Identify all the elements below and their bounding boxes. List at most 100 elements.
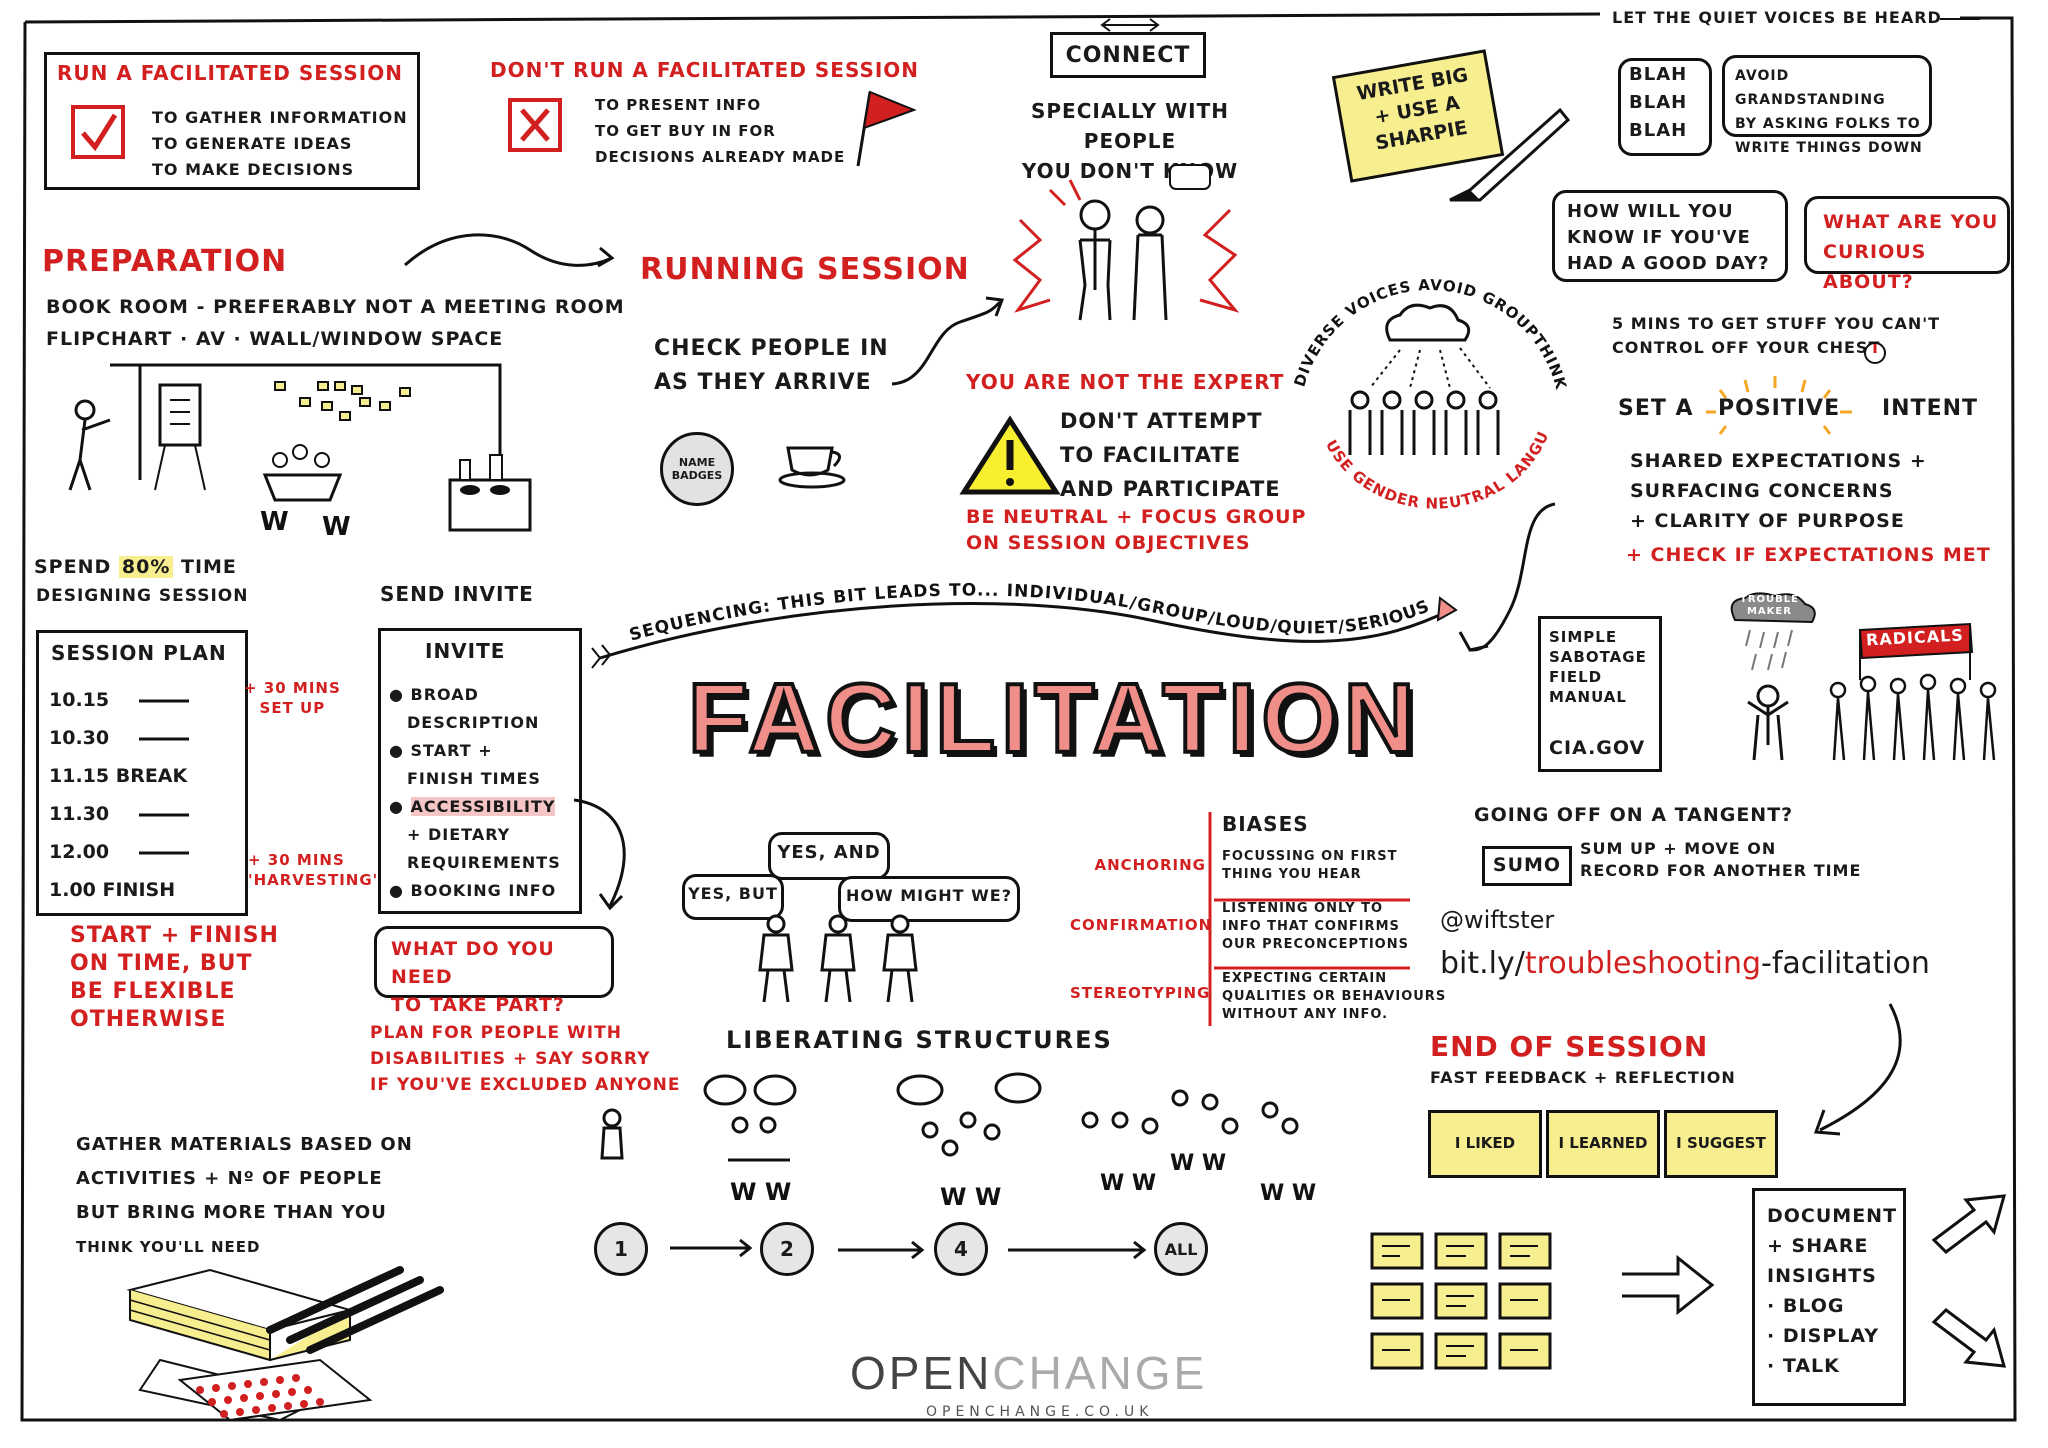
neutral-line: BE NEUTRAL + FOCUS GROUP	[966, 506, 1307, 528]
brand-change: CHANGE	[992, 1347, 1208, 1399]
warning-icon	[959, 415, 1061, 495]
three-people-icon	[758, 914, 918, 1003]
harvest-note-line: 'HARVESTING'	[248, 871, 379, 889]
invite-item: ● START +	[389, 741, 493, 760]
document-line: · BLOG	[1767, 1295, 1845, 1317]
avoid-text: WRITE THINGS DOWN	[1735, 140, 1923, 156]
two-people-meeting-icon	[1012, 164, 1240, 321]
accessibility-arrow-icon	[573, 798, 626, 911]
i-learned-text: I LEARNED	[1558, 1134, 1648, 1152]
setup-note-line: SET UP	[259, 699, 326, 717]
sequencing-arrow: SEQUENCING: THIS BIT LEADS TO... INDIVID…	[591, 581, 1458, 669]
step-all: ALL	[1154, 1222, 1208, 1276]
five-mins-text: 5 MINS TO GET STUFF YOU CAN'T CONTROL OF…	[1612, 312, 1940, 360]
invite-item: + DIETARY	[407, 825, 511, 844]
diverse-voices-illustration: DIVERSE VOICES AVOID GROUPTHINK USE GEND…	[1273, 256, 1569, 513]
run-item: TO MAKE DECISIONS	[152, 160, 355, 179]
good-day-text: HOW WILL YOU	[1567, 201, 1734, 222]
curious-text: CURIOUS ABOUT?	[1823, 241, 1927, 293]
sharpie-pen-icon	[1449, 107, 1571, 202]
blah-bubble: BLAH BLAH BLAH	[1618, 58, 1712, 156]
checkbox-cross-icon	[508, 98, 562, 152]
spend-percent: 80%	[118, 556, 174, 578]
yes-but-bubble: YES, BUT	[682, 874, 784, 920]
name-badge-text: BADGES	[671, 469, 723, 482]
what-need-bubble: WHAT DO YOU NEED TO TAKE PART?	[374, 926, 614, 1016]
bias-desc-line: LISTENING ONLY TO	[1222, 901, 1384, 916]
bias-desc: LISTENING ONLY TO INFO THAT CONFIRMS OUR…	[1222, 900, 1409, 954]
cia-gov-text: CIA.GOV	[1549, 737, 1646, 759]
intent-line: SHARED EXPECTATIONS +	[1630, 450, 1927, 472]
not-expert-line: DON'T ATTEMPT	[1060, 409, 1263, 433]
gather-line: THINK YOU'LL NEED	[76, 1238, 261, 1256]
red-flag-icon	[856, 90, 917, 167]
svg-text:W W: W W	[1100, 1171, 1156, 1196]
step-arrows	[670, 1238, 1147, 1260]
twitter-handle[interactable]: @wiftster	[1440, 906, 1555, 934]
good-day-text: HAD A GOOD DAY?	[1567, 253, 1770, 274]
session-plan-rows: 10.15 10.30 11.15 BREAK 11.30 12.00 1.00…	[49, 681, 187, 909]
bias-desc-line: THING YOU HEAR	[1222, 867, 1362, 882]
checkbox-tick-icon	[71, 105, 125, 159]
what-need-line: WHAT DO YOU NEED	[391, 938, 555, 988]
maker-word: MAKER	[1746, 606, 1792, 617]
i-suggest-text: I SUGGEST	[1676, 1134, 1766, 1152]
short-link[interactable]: bit.ly/troubleshooting-facilitation	[1440, 946, 1930, 981]
curly-arrow-icon	[404, 233, 615, 268]
connect-label: CONNECT	[1065, 42, 1191, 68]
check-in-text: CHECK PEOPLE IN AS THEY ARRIVE	[654, 332, 889, 400]
heading-line	[1940, 18, 1980, 20]
i-learned-sticky: I LEARNED	[1546, 1110, 1660, 1178]
sequencing-text: SEQUENCING: THIS BIT LEADS TO... INDIVID…	[627, 581, 1432, 646]
how-might-we-bubble: HOW MIGHT WE?	[838, 876, 1020, 922]
set-a-text: SET A	[1618, 396, 1694, 421]
bias-desc-line: OUR PRECONCEPTIONS	[1222, 937, 1409, 952]
tangent-line: SUM UP + MOVE ON	[1580, 839, 1777, 858]
session-plan-card: SESSION PLAN 10.15 10.30 11.15 BREAK 11.…	[36, 630, 248, 916]
sabotage-line: SIMPLE	[1549, 628, 1618, 646]
plan-for-line: IF YOU'VE EXCLUDED ANYONE	[370, 1075, 681, 1095]
avoid-grandstanding-bubble: AVOID GRANDSTANDING BY ASKING FOLKS TO W…	[1722, 55, 1932, 156]
blah-text: BLAH	[1629, 120, 1688, 141]
dont-run-heading: DON'T RUN A FACILITATED SESSION	[490, 58, 920, 82]
what-need-line: TO TAKE PART?	[391, 994, 565, 1016]
spend-word: SPEND	[34, 556, 112, 578]
dont-item: DECISIONS ALREADY MADE	[595, 148, 846, 166]
bias-name: ANCHORING	[1094, 856, 1206, 874]
start-finish-line: START + FINISH	[70, 923, 279, 948]
document-line: INSIGHTS	[1767, 1265, 1877, 1287]
biases-heading: BIASES	[1222, 812, 1309, 836]
how-might-we-text: HOW MIGHT WE?	[846, 886, 1012, 905]
run-item: TO GENERATE IDEAS	[152, 134, 353, 153]
bias-desc: EXPECTING CERTAIN QUALITIES OR BEHAVIOUR…	[1222, 970, 1446, 1024]
curved-arrow-icon	[1458, 502, 1556, 652]
yes-and-text: YES, AND	[777, 842, 881, 863]
yes-and-bubble: YES, AND	[768, 832, 890, 880]
invite-item: DESCRIPTION	[407, 713, 540, 732]
start-finish-text: START + FINISH ON TIME, BUT BE FLEXIBLE …	[70, 922, 279, 1034]
document-line: + SHARE	[1767, 1235, 1869, 1257]
tangent-lines: SUM UP + MOVE ON RECORD FOR ANOTHER TIME	[1580, 838, 1861, 882]
bias-desc-line: WITHOUT ANY INFO.	[1222, 1007, 1389, 1022]
not-expert-heading: YOU ARE NOT THE EXPERT	[966, 370, 1285, 394]
positive-text: POSITIVE	[1718, 396, 1841, 421]
plan-for-text: PLAN FOR PEOPLE WITH DISABILITIES + SAY …	[370, 1020, 680, 1098]
link-prefix: bit.ly/	[1440, 946, 1525, 981]
brand-url[interactable]: OPENCHANGE.CO.UK	[926, 1404, 1154, 1420]
i-suggest-sticky: I SUGGEST	[1664, 1110, 1778, 1178]
good-day-text: KNOW IF YOU'VE	[1567, 227, 1751, 248]
not-expert-line: AND PARTICIPATE	[1060, 477, 1281, 501]
gather-line: ACTIVITIES + Nº OF PEOPLE	[76, 1168, 383, 1189]
check-in-line: CHECK PEOPLE IN	[654, 336, 889, 361]
name-badge-text: NAME	[678, 456, 716, 469]
link-red: troubleshooting	[1524, 946, 1762, 981]
sumo-box: SUMO	[1482, 846, 1572, 886]
dont-item: TO GET BUY IN FOR	[595, 122, 776, 140]
plan-row: 11.30	[49, 803, 110, 825]
blah-text: BLAH	[1629, 64, 1688, 85]
invite-item: ● BROAD	[389, 685, 479, 704]
troublemaker-illustration	[1730, 592, 1816, 761]
end-session-heading: END OF SESSION	[1430, 1030, 1709, 1063]
run-session-heading: RUN A FACILITATED SESSION	[57, 61, 403, 85]
